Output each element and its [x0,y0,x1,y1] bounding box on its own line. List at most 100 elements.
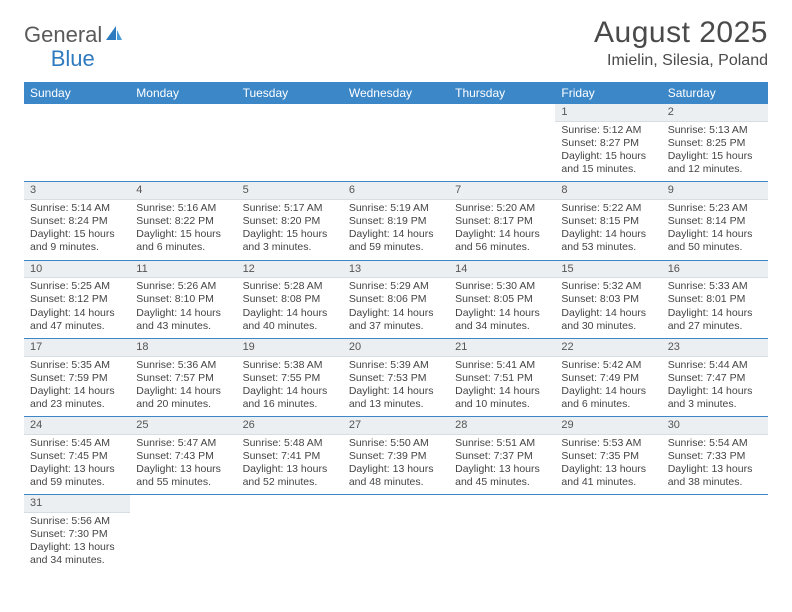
sunset-text: Sunset: 7:51 PM [455,372,549,385]
calendar-cell-empty [343,495,449,573]
calendar-row: 3Sunrise: 5:14 AMSunset: 8:24 PMDaylight… [24,182,768,260]
sunrise-text: Sunrise: 5:19 AM [349,202,443,215]
sunrise-text: Sunrise: 5:35 AM [30,359,124,372]
calendar-cell: 1Sunrise: 5:12 AMSunset: 8:27 PMDaylight… [555,104,661,182]
calendar-cell: 5Sunrise: 5:17 AMSunset: 8:20 PMDaylight… [237,182,343,260]
day-number: 24 [24,417,130,435]
sunset-text: Sunset: 8:05 PM [455,293,549,306]
daylight-text: and 52 minutes. [243,476,337,489]
daylight-text: and 34 minutes. [30,554,124,567]
sunrise-text: Sunrise: 5:50 AM [349,437,443,450]
daylight-text: and 59 minutes. [349,241,443,254]
daylight-text: and 6 minutes. [136,241,230,254]
daylight-text: Daylight: 14 hours [561,228,655,241]
sunrise-text: Sunrise: 5:26 AM [136,280,230,293]
day-number: 17 [24,339,130,357]
calendar-cell: 2Sunrise: 5:13 AMSunset: 8:25 PMDaylight… [662,104,768,182]
calendar-body: 1Sunrise: 5:12 AMSunset: 8:27 PMDaylight… [24,104,768,573]
title-block: August 2025 Imielin, Silesia, Poland [594,16,768,70]
sail-icon [102,22,124,48]
calendar-cell: 11Sunrise: 5:26 AMSunset: 8:10 PMDayligh… [130,260,236,338]
calendar-cell: 25Sunrise: 5:47 AMSunset: 7:43 PMDayligh… [130,417,236,495]
sunrise-text: Sunrise: 5:25 AM [30,280,124,293]
calendar-cell: 26Sunrise: 5:48 AMSunset: 7:41 PMDayligh… [237,417,343,495]
daylight-text: Daylight: 14 hours [243,307,337,320]
day-number: 14 [449,261,555,279]
sunrise-text: Sunrise: 5:41 AM [455,359,549,372]
day-number: 20 [343,339,449,357]
calendar-cell-empty [343,104,449,182]
calendar-row: 24 Sunrise: 5:45 AMSunset: 7:45 PM Dayligh… [24,417,768,495]
brand-logo: General [24,22,124,48]
calendar-cell: 22Sunrise: 5:42 AMSunset: 7:49 PMDayligh… [555,338,661,416]
daylight-text: and 20 minutes. [136,398,230,411]
day-number: 13 [343,261,449,279]
daylight-text: Daylight: 13 hours [668,463,762,476]
sunrise-text: Sunrise: 5:17 AM [243,202,337,215]
daylight-text: Daylight: 14 hours [668,385,762,398]
calendar-cell-empty [24,104,130,182]
sunset-text: Sunset: 7:37 PM [455,450,549,463]
brand-part2: Blue [51,46,95,72]
sunset-text: Sunset: 8:12 PM [30,293,124,306]
day-number: 19 [237,339,343,357]
calendar-cell: 23Sunrise: 5:44 AMSunset: 7:47 PMDayligh… [662,338,768,416]
daylight-text: Daylight: 15 hours [30,228,124,241]
day-number: 21 [449,339,555,357]
calendar-table: Sunday Monday Tuesday Wednesday Thursday… [24,82,768,573]
sunset-text: Sunset: 8:22 PM [136,215,230,228]
sunset-text: Sunset: 8:01 PM [668,293,762,306]
sunrise-text: Sunrise: 5:56 AM [30,515,124,528]
calendar-cell: 28Sunrise: 5:51 AMSunset: 7:37 PMDayligh… [449,417,555,495]
sunrise-text: Sunrise: 5:23 AM [668,202,762,215]
sunset-text: Sunset: 7:43 PM [136,450,230,463]
daylight-text: and 13 minutes. [349,398,443,411]
sunrise-text: Sunrise: 5:53 AM [561,437,655,450]
calendar-cell: 17Sunrise: 5:35 AMSunset: 7:59 PMDayligh… [24,338,130,416]
sunrise-text: Sunrise: 5:12 AM [561,124,655,137]
day-number: 11 [130,261,236,279]
col-thursday: Thursday [449,82,555,104]
daylight-text: and 27 minutes. [668,320,762,333]
calendar-cell: 16Sunrise: 5:33 AMSunset: 8:01 PMDayligh… [662,260,768,338]
calendar-cell-empty [662,495,768,573]
day-number: 5 [237,182,343,200]
daylight-text: Daylight: 14 hours [455,228,549,241]
day-number: 18 [130,339,236,357]
calendar-cell: 31Sunrise: 5:56 AMSunset: 7:30 PMDayligh… [24,495,130,573]
calendar-row: 17Sunrise: 5:35 AMSunset: 7:59 PMDayligh… [24,338,768,416]
daylight-text: Daylight: 14 hours [243,385,337,398]
calendar-cell: 20Sunrise: 5:39 AMSunset: 7:53 PMDayligh… [343,338,449,416]
sunrise-text: Sunrise: 5:45 AM [30,437,124,450]
daylight-text: and 30 minutes. [561,320,655,333]
calendar-cell: 12Sunrise: 5:28 AMSunset: 8:08 PMDayligh… [237,260,343,338]
day-number: 6 [343,182,449,200]
sunrise-text: Sunrise: 5:28 AM [243,280,337,293]
day-number: 4 [130,182,236,200]
daylight-text: and 59 minutes. [30,476,124,489]
calendar-cell: 14Sunrise: 5:30 AMSunset: 8:05 PMDayligh… [449,260,555,338]
calendar-head: Sunday Monday Tuesday Wednesday Thursday… [24,82,768,104]
daylight-text: Daylight: 13 hours [30,541,124,554]
daylight-text: and 3 minutes. [243,241,337,254]
calendar-cell: 29Sunrise: 5:53 AMSunset: 7:35 PMDayligh… [555,417,661,495]
day-number: 23 [662,339,768,357]
calendar-cell: 7Sunrise: 5:20 AMSunset: 8:17 PMDaylight… [449,182,555,260]
sunrise-text: Sunrise: 5:16 AM [136,202,230,215]
day-number: 10 [24,261,130,279]
calendar-cell-empty [130,104,236,182]
day-number: 15 [555,261,661,279]
daylight-text: Daylight: 15 hours [243,228,337,241]
calendar-cell: 10Sunrise: 5:25 AMSunset: 8:12 PMDayligh… [24,260,130,338]
sunset-text: Sunset: 7:45 PM [30,450,124,463]
calendar-row: 10Sunrise: 5:25 AMSunset: 8:12 PM Dayligh… [24,260,768,338]
daylight-text: and 45 minutes. [455,476,549,489]
calendar-cell: 13Sunrise: 5:29 AMSunset: 8:06 PMDayligh… [343,260,449,338]
calendar-cell: 24Sunrise: 5:45 AMSunset: 7:45 PMDayligh… [24,417,130,495]
calendar-cell: 4Sunrise: 5:16 AMSunset: 8:22 PMDaylight… [130,182,236,260]
calendar-cell-empty [237,104,343,182]
sunset-text: Sunset: 7:30 PM [30,528,124,541]
daylight-text: and 48 minutes. [349,476,443,489]
daylight-text: Daylight: 13 hours [136,463,230,476]
calendar-cell: 3Sunrise: 5:14 AMSunset: 8:24 PMDaylight… [24,182,130,260]
